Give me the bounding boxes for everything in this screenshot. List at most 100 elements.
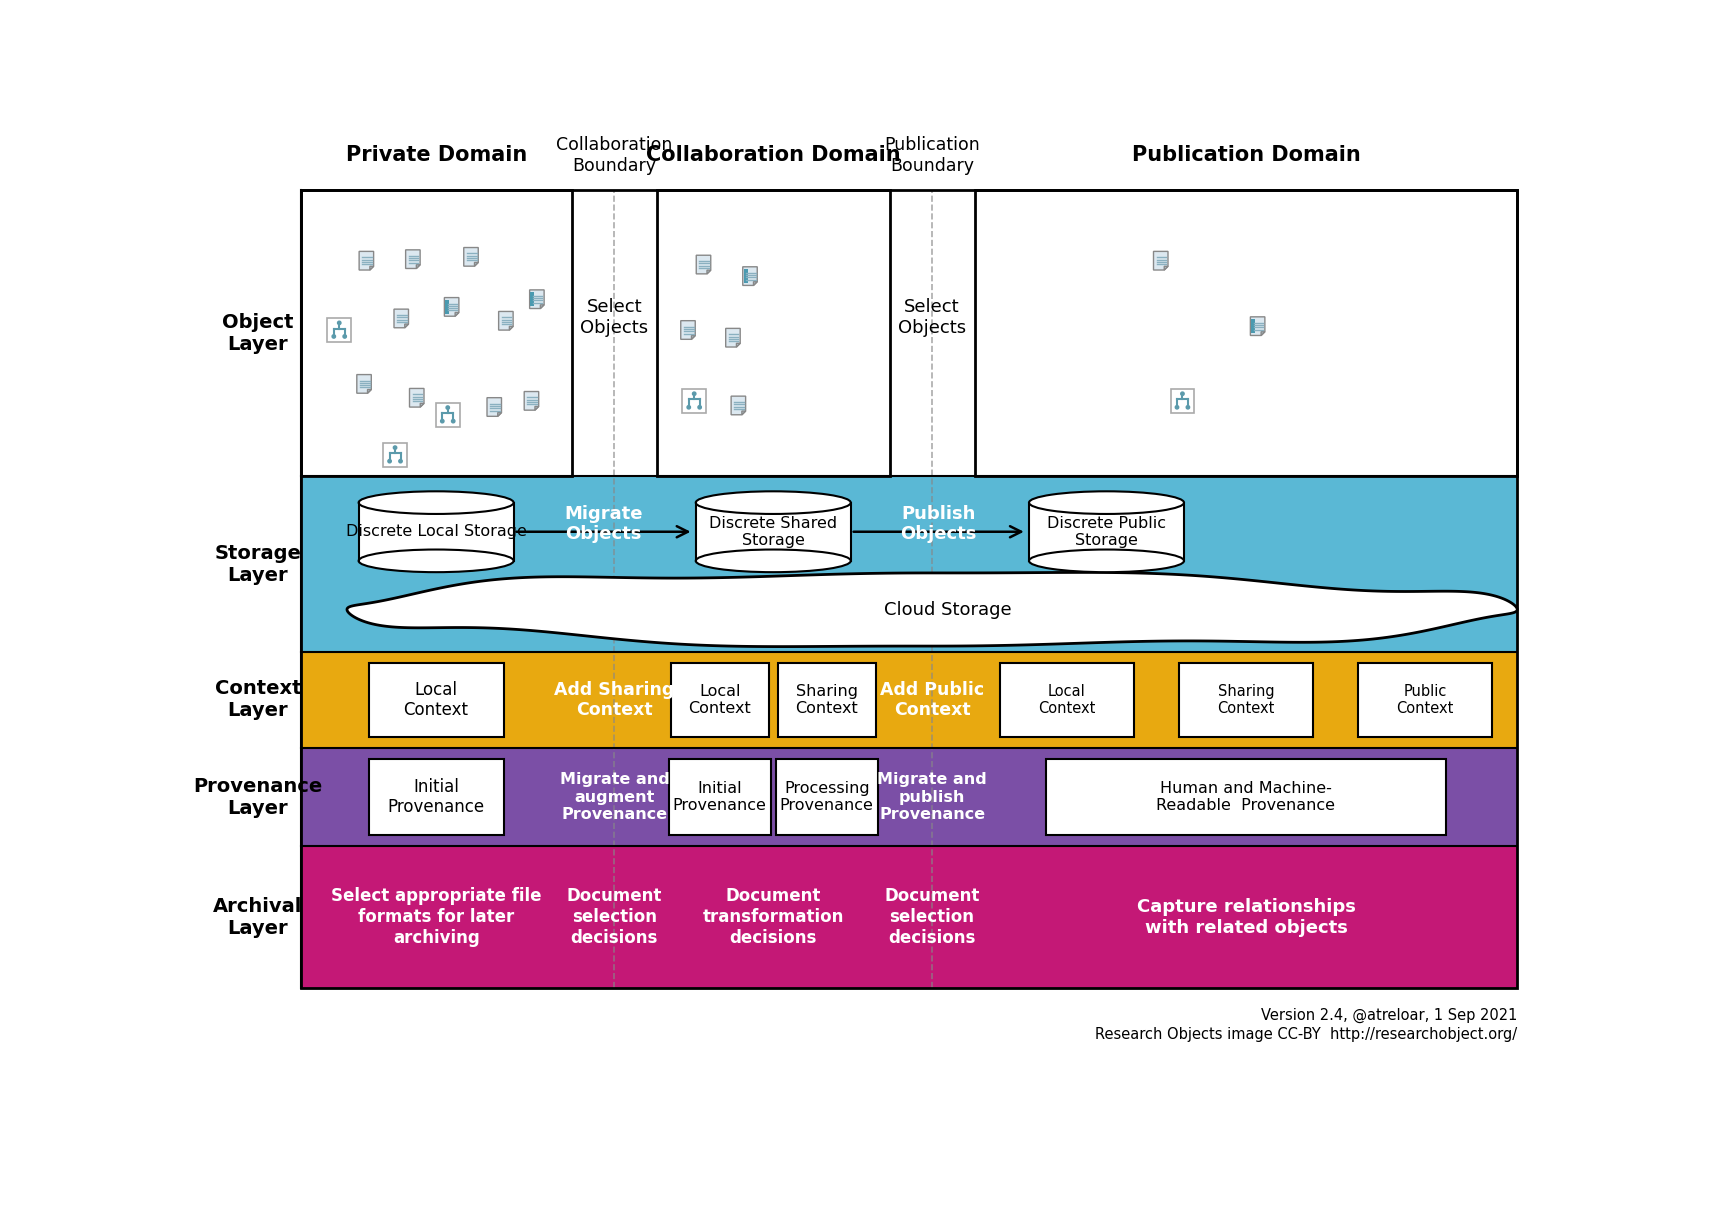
Text: Local
Context: Local Context	[1038, 684, 1095, 716]
Text: Cloud Storage: Cloud Storage	[883, 600, 1011, 618]
Circle shape	[400, 460, 403, 463]
Text: Research Objects image CC-BY  http://researchobject.org/: Research Objects image CC-BY http://rese…	[1095, 1027, 1517, 1042]
Text: Select appropriate file
formats for later
archiving: Select appropriate file formats for late…	[331, 887, 541, 947]
FancyBboxPatch shape	[775, 760, 878, 835]
Polygon shape	[1164, 266, 1168, 270]
Text: Archival
Layer: Archival Layer	[214, 897, 303, 938]
Text: Context
Layer: Context Layer	[215, 680, 301, 720]
Text: Human and Machine-
Readable  Provenance: Human and Machine- Readable Provenance	[1157, 780, 1336, 813]
Polygon shape	[455, 312, 458, 316]
Bar	[301, 477, 1517, 652]
Polygon shape	[725, 328, 740, 347]
Ellipse shape	[696, 549, 851, 572]
Bar	[744, 269, 747, 283]
Circle shape	[441, 420, 444, 422]
Circle shape	[451, 420, 455, 422]
Bar	[436, 403, 460, 427]
Text: Publish
Objects: Publish Objects	[901, 505, 976, 543]
Bar	[301, 190, 572, 477]
Circle shape	[1181, 392, 1185, 396]
Ellipse shape	[358, 491, 513, 514]
Polygon shape	[405, 324, 408, 328]
Polygon shape	[499, 311, 513, 330]
Circle shape	[1186, 405, 1190, 409]
Polygon shape	[536, 407, 539, 410]
Text: Collaboration
Boundary: Collaboration Boundary	[556, 136, 673, 174]
Bar	[658, 190, 890, 477]
Polygon shape	[1154, 252, 1168, 270]
Text: Discrete Public
Storage: Discrete Public Storage	[1047, 515, 1166, 548]
Polygon shape	[475, 263, 479, 266]
Polygon shape	[463, 248, 479, 266]
Polygon shape	[444, 298, 458, 316]
Bar	[1252, 319, 1255, 333]
Text: Migrate and
publish
Provenance: Migrate and publish Provenance	[876, 772, 987, 822]
Bar	[446, 300, 449, 313]
Bar	[327, 318, 351, 342]
Text: Version 2.4, @atreloar, 1 Sep 2021: Version 2.4, @atreloar, 1 Sep 2021	[1261, 1008, 1517, 1022]
Text: Publication Domain: Publication Domain	[1131, 145, 1360, 166]
Text: Processing
Provenance: Processing Provenance	[780, 780, 873, 813]
Ellipse shape	[696, 491, 851, 514]
Text: Document
selection
decisions: Document selection decisions	[567, 887, 661, 947]
Polygon shape	[732, 396, 746, 415]
Polygon shape	[348, 572, 1517, 646]
Text: Publication
Boundary: Publication Boundary	[885, 136, 980, 174]
Polygon shape	[360, 252, 374, 270]
Text: Discrete Local Storage: Discrete Local Storage	[346, 524, 527, 540]
Text: Discrete Shared
Storage: Discrete Shared Storage	[709, 515, 837, 548]
FancyBboxPatch shape	[1357, 663, 1493, 737]
Text: Sharing
Context: Sharing Context	[1217, 684, 1274, 716]
Bar	[301, 846, 1517, 989]
Text: Add Sharing
Context: Add Sharing Context	[554, 680, 675, 720]
Polygon shape	[1250, 317, 1266, 335]
Polygon shape	[367, 390, 372, 393]
Polygon shape	[696, 255, 711, 273]
Text: Migrate
Objects: Migrate Objects	[565, 505, 642, 543]
FancyBboxPatch shape	[369, 760, 503, 835]
Text: Local
Context: Local Context	[403, 680, 468, 720]
Polygon shape	[541, 305, 544, 309]
Ellipse shape	[358, 549, 513, 572]
Text: Capture relationships
with related objects: Capture relationships with related objec…	[1137, 898, 1355, 937]
Polygon shape	[420, 403, 424, 407]
Bar	[696, 502, 851, 561]
Text: Provenance
Layer: Provenance Layer	[193, 777, 322, 818]
Text: Object
Layer: Object Layer	[222, 312, 294, 353]
Bar	[682, 388, 706, 413]
Circle shape	[446, 405, 449, 409]
Polygon shape	[523, 392, 539, 410]
Bar	[301, 190, 1517, 989]
Polygon shape	[680, 321, 696, 339]
Polygon shape	[742, 266, 758, 286]
Text: Initial
Provenance: Initial Provenance	[387, 778, 484, 817]
Polygon shape	[1261, 332, 1266, 335]
Polygon shape	[487, 398, 501, 416]
Text: Initial
Provenance: Initial Provenance	[673, 780, 766, 813]
Polygon shape	[417, 265, 420, 269]
Circle shape	[692, 392, 696, 396]
Bar	[382, 443, 406, 467]
FancyBboxPatch shape	[778, 663, 875, 737]
FancyBboxPatch shape	[369, 663, 503, 737]
Polygon shape	[370, 266, 374, 270]
FancyBboxPatch shape	[672, 663, 768, 737]
Circle shape	[338, 321, 341, 324]
Text: Add Public
Context: Add Public Context	[880, 680, 985, 720]
Bar	[358, 502, 513, 561]
Circle shape	[343, 335, 346, 338]
Circle shape	[697, 405, 701, 409]
Bar	[215, 183, 301, 989]
Bar	[301, 652, 1517, 748]
Bar	[1030, 502, 1185, 561]
Circle shape	[1176, 405, 1178, 409]
Text: Collaboration Domain: Collaboration Domain	[646, 145, 901, 166]
Bar	[301, 748, 1517, 846]
Circle shape	[687, 405, 691, 409]
Polygon shape	[498, 413, 501, 416]
Polygon shape	[754, 282, 758, 286]
Text: Migrate and
augment
Provenance: Migrate and augment Provenance	[560, 772, 670, 822]
Bar	[530, 292, 534, 306]
Text: Select
Objects: Select Objects	[580, 299, 649, 338]
Polygon shape	[356, 375, 372, 393]
